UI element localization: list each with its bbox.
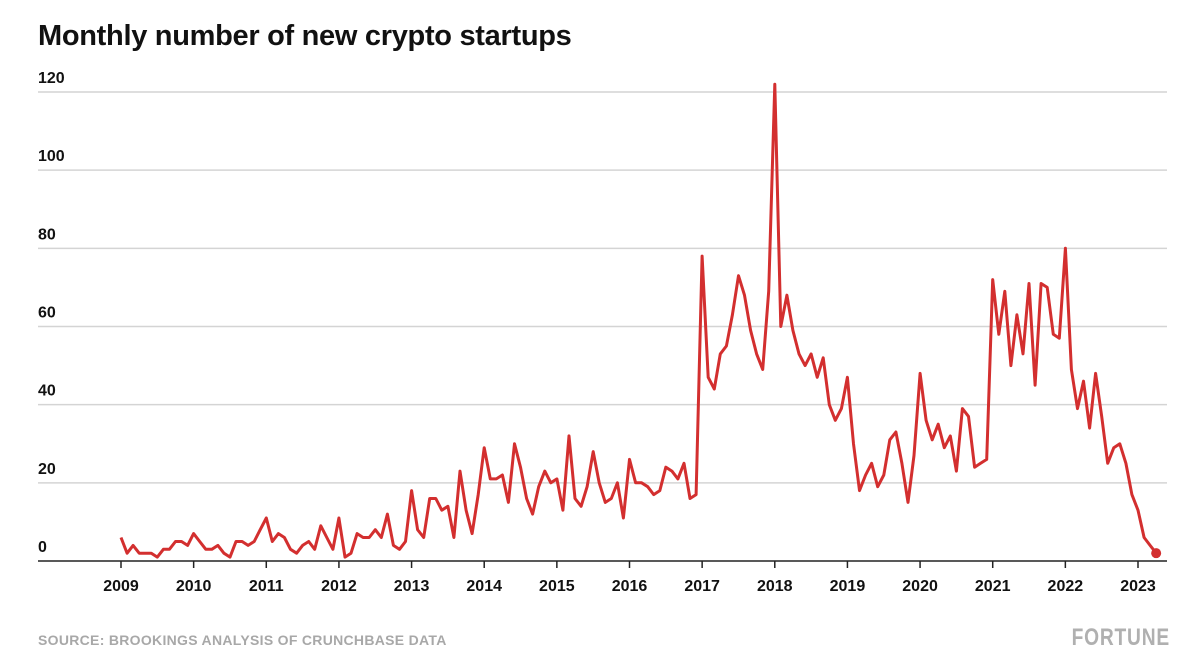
y-tick-label: 20 xyxy=(38,461,56,478)
chart-title: Monthly number of new crypto startups xyxy=(38,20,572,52)
x-tick-label: 2016 xyxy=(612,578,648,595)
x-tick-label: 2015 xyxy=(539,578,575,595)
series-line xyxy=(119,82,1158,559)
x-tick-label: 2014 xyxy=(466,578,502,595)
last-point-marker xyxy=(1151,548,1162,559)
x-tick-label: 2010 xyxy=(176,578,212,595)
x-tick-label: 2017 xyxy=(684,578,720,595)
x-tick-label: 2019 xyxy=(830,578,866,595)
x-tick-label: 2020 xyxy=(902,578,938,595)
y-tick-label: 60 xyxy=(38,305,56,322)
x-tick-label: 2018 xyxy=(757,578,793,595)
x-tick-label: 2011 xyxy=(249,578,284,595)
source-note: SOURCE: BROOKINGS ANALYSIS OF CRUNCHBASE… xyxy=(38,632,447,648)
y-tick-label: 40 xyxy=(38,383,56,400)
y-tick-label: 120 xyxy=(38,70,65,87)
fortune-logo: FORTUNE xyxy=(1071,624,1170,651)
y-tick-label: 80 xyxy=(38,226,56,243)
x-tick-label: 2009 xyxy=(103,578,139,595)
x-tick-label: 2021 xyxy=(975,578,1011,595)
x-tick-label: 2022 xyxy=(1048,578,1084,595)
y-tick-label: 100 xyxy=(38,148,65,165)
x-tick-label: 2023 xyxy=(1120,578,1156,595)
y-tick-label: 0 xyxy=(38,539,47,556)
x-tick-label: 2013 xyxy=(394,578,430,595)
x-tick-label: 2012 xyxy=(321,578,357,595)
